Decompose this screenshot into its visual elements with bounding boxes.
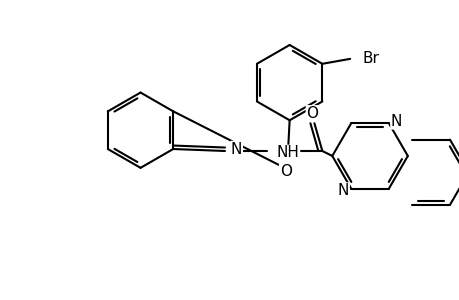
Text: NH: NH <box>276 146 299 160</box>
Text: O: O <box>306 106 318 121</box>
Text: N: N <box>337 183 348 198</box>
Text: O: O <box>279 164 291 179</box>
Text: N: N <box>390 114 402 129</box>
Text: N: N <box>230 142 242 157</box>
Text: Br: Br <box>361 51 378 66</box>
